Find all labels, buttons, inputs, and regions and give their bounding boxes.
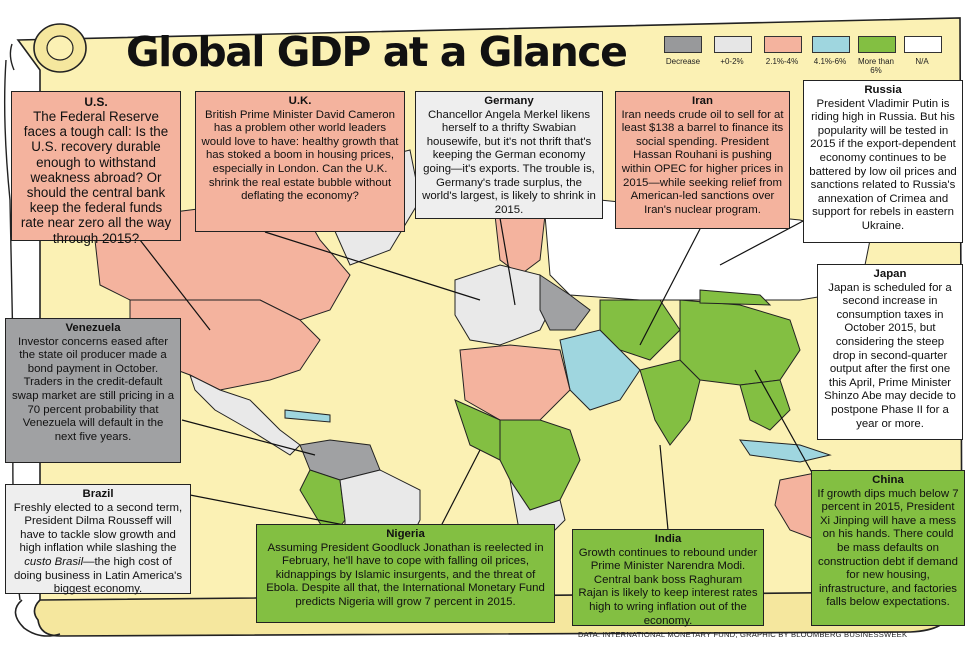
legend-swatch-na [904, 36, 942, 53]
legend-label-decrease: Decrease [665, 57, 701, 66]
germany-body: Chancellor Angela Merkel likens herself … [422, 108, 596, 216]
brazil-body: Freshly elected to a second term, Presid… [13, 501, 183, 596]
iran-body: Iran needs crude oil to sell for at leas… [621, 108, 784, 216]
legend-label-0-2: +0-2% [720, 57, 744, 66]
russia-title: Russia [864, 84, 902, 96]
north-africa-region [459, 344, 571, 421]
brazil-annotation: Brazil Freshly elected to a second term,… [5, 484, 191, 596]
russia-annotation: Russia President Vladimir Putin is ridin… [803, 80, 963, 243]
central-asia-region [599, 299, 681, 361]
nigeria-annotation: Nigeria Assuming President Goodluck Jona… [256, 524, 555, 623]
legend-swatch-6plus [858, 36, 896, 53]
uk-title: U.K. [288, 95, 312, 107]
nigeria-title: Nigeria [386, 528, 425, 540]
legend-swatch-decrease [664, 36, 702, 53]
mongolia-region [699, 289, 772, 306]
germany-annotation: Germany Chancellor Angela Merkel likens … [415, 91, 603, 219]
india-body: Growth continues to rebound under Prime … [578, 546, 758, 627]
us-body: The Federal Reserve faces a tough call: … [20, 109, 172, 246]
caribbean-region [284, 409, 331, 423]
japan-title: Japan [873, 268, 907, 280]
japan-annotation: Japan Japan is scheduled for a second in… [817, 264, 963, 440]
uk-annotation: U.K. British Prime Minister David Camero… [195, 91, 405, 232]
china-body: If growth dips much below 7 percent in 2… [817, 487, 959, 609]
page-title: Global GDP at a Glance [126, 28, 628, 76]
nigeria-body: Assuming President Goodluck Jonathan is … [266, 541, 545, 608]
legend-label-4-6: 4.1%-6% [813, 57, 847, 66]
uk-body: British Prime Minister David Cameron has… [201, 108, 399, 203]
us-annotation: U.S. The Federal Reserve faces a tough c… [11, 91, 181, 246]
venezuela-annotation: Venezuela Investor concerns eased after … [5, 318, 181, 463]
venezuela-body: Investor concerns eased after the state … [11, 335, 175, 443]
germany-title: Germany [484, 95, 534, 107]
china-title: China [872, 474, 904, 486]
southeast-asia-region [739, 379, 791, 431]
eastern-europe-region [539, 274, 591, 331]
legend-swatch-2-4 [764, 36, 802, 53]
leader-lines [139, 217, 831, 531]
western-europe-region [454, 264, 556, 346]
china-annotation: China If growth dips much below 7 percen… [811, 470, 965, 626]
legend-label-na: N/A [915, 57, 929, 66]
legend-swatch-0-2 [714, 36, 752, 53]
legend-label-2-4: 2.1%-4% [765, 57, 799, 66]
india-title: India [654, 533, 682, 545]
brazil-title: Brazil [82, 488, 114, 500]
venezuela-title: Venezuela [65, 322, 121, 334]
source-credit: DATA: INTERNATIONAL MONETARY FUND; GRAPH… [578, 630, 908, 639]
legend-label-6plus: More than 6% [857, 57, 895, 75]
india-annotation: India Growth continues to rebound under … [572, 529, 764, 627]
iran-annotation: Iran Iran needs crude oil to sell for at… [615, 91, 790, 229]
us-title: U.S. [84, 95, 108, 109]
japan-body: Japan is scheduled for a second increase… [824, 281, 956, 430]
indonesia-region [739, 439, 832, 463]
legend-swatch-4-6 [812, 36, 850, 53]
iran-title: Iran [692, 95, 713, 107]
russia-body: President Vladimir Putin is riding high … [809, 97, 957, 232]
